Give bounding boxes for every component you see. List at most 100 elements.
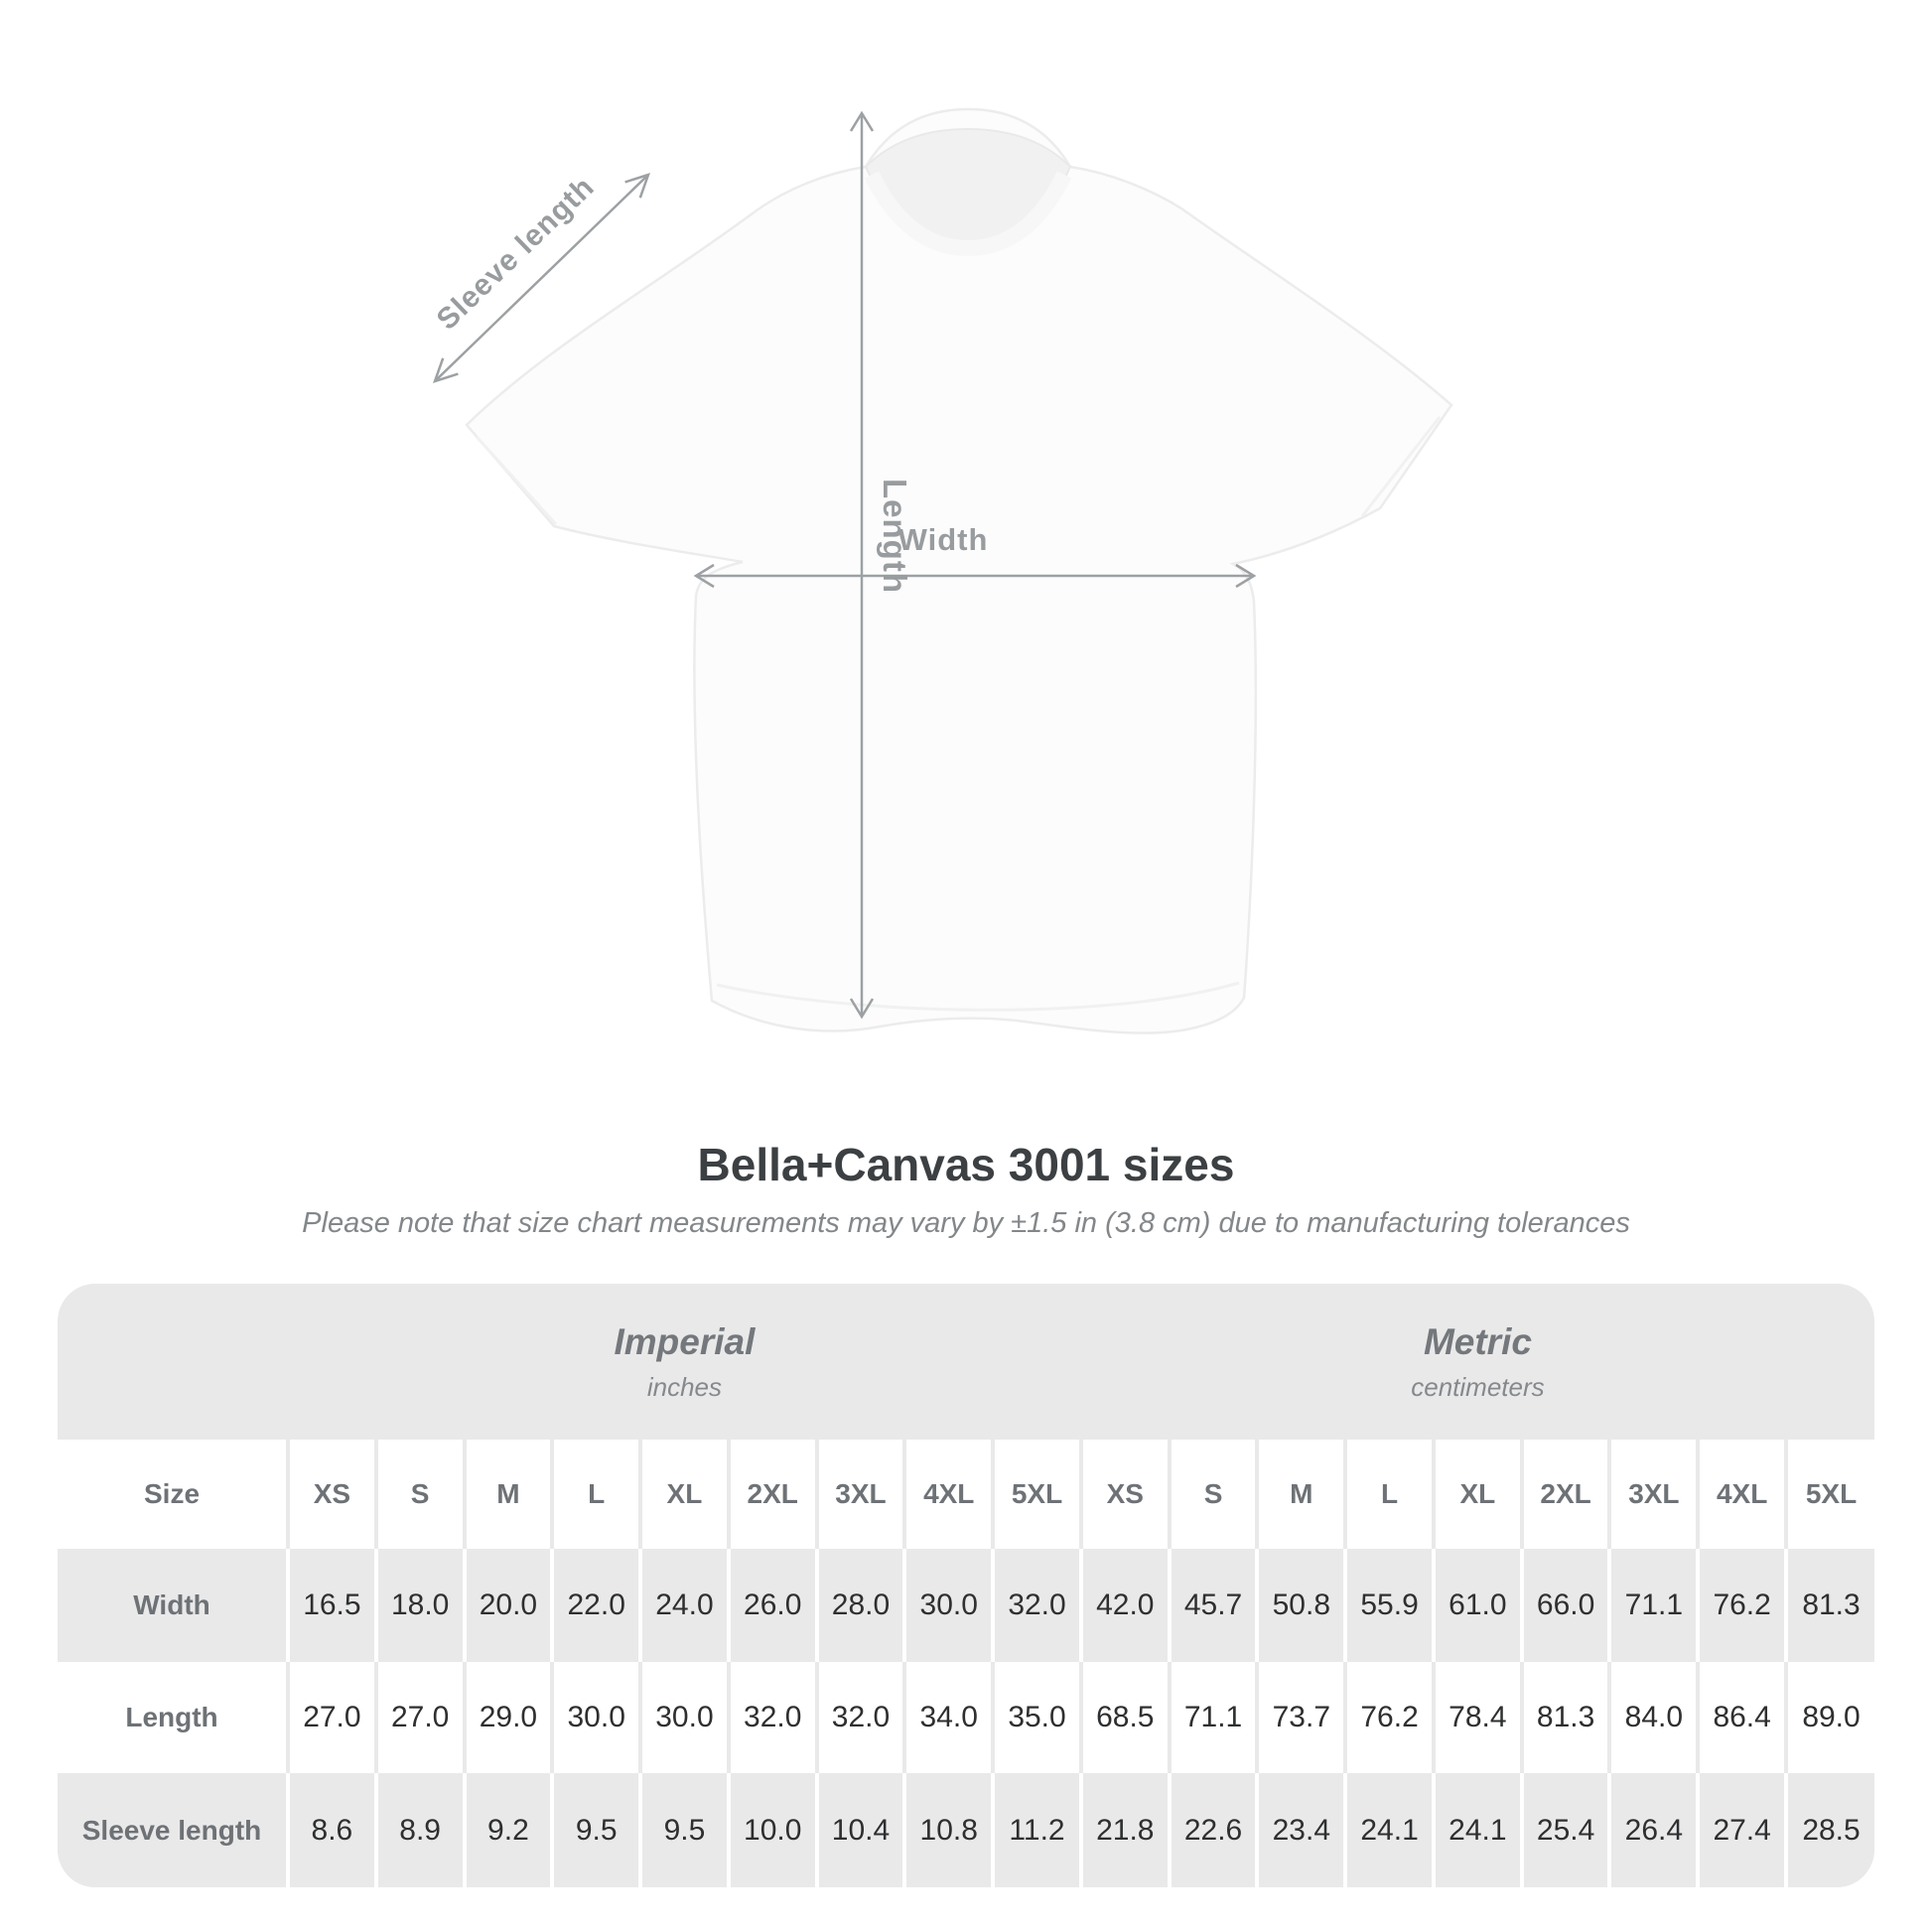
value-cell: 25.4 bbox=[1519, 1773, 1610, 1887]
size-col-header: Size bbox=[58, 1440, 288, 1549]
table-row-width: Width 16.5 18.0 20.0 22.0 24.0 26.0 28.0… bbox=[58, 1549, 1874, 1662]
value-cell: 23.4 bbox=[1255, 1773, 1346, 1887]
col-header: M bbox=[1255, 1440, 1346, 1549]
value-cell: 76.2 bbox=[1696, 1549, 1787, 1662]
table-row-sleeve-length: Sleeve length 8.6 8.9 9.2 9.5 9.5 10.0 1… bbox=[58, 1773, 1874, 1887]
collar-ribbing bbox=[864, 171, 1072, 257]
value-cell: 73.7 bbox=[1255, 1662, 1346, 1773]
tshirt-body bbox=[465, 107, 1453, 1035]
col-header: 2XL bbox=[1519, 1440, 1610, 1549]
value-cell: 9.2 bbox=[462, 1773, 553, 1887]
value-cell: 21.8 bbox=[1078, 1773, 1170, 1887]
value-cell: 10.0 bbox=[726, 1773, 817, 1887]
col-header: M bbox=[462, 1440, 553, 1549]
col-header: 4XL bbox=[902, 1440, 994, 1549]
value-cell: 9.5 bbox=[638, 1773, 729, 1887]
unit-row-spacer bbox=[58, 1284, 288, 1440]
value-cell: 71.1 bbox=[1167, 1662, 1258, 1773]
value-cell: 9.5 bbox=[550, 1773, 641, 1887]
value-cell: 10.8 bbox=[902, 1773, 994, 1887]
value-cell: 30.0 bbox=[638, 1662, 729, 1773]
value-cell: 35.0 bbox=[991, 1662, 1081, 1773]
value-cell: 27.0 bbox=[286, 1662, 376, 1773]
sleeve-arrow-line bbox=[434, 174, 649, 382]
col-header: L bbox=[1343, 1440, 1434, 1549]
value-cell: 89.0 bbox=[1784, 1662, 1874, 1773]
value-cell: 30.0 bbox=[550, 1662, 641, 1773]
size-header-row: Size XS S M L XL 2XL 3XL 4XL 5XL XS S M … bbox=[58, 1440, 1874, 1549]
row-label: Length bbox=[58, 1662, 288, 1773]
value-cell: 20.0 bbox=[462, 1549, 553, 1662]
imperial-header: Imperial inches bbox=[288, 1284, 1081, 1440]
value-cell: 18.0 bbox=[373, 1549, 465, 1662]
measurement-arrows bbox=[432, 110, 1257, 1020]
right-cuff-fold bbox=[1360, 416, 1442, 517]
col-header: XL bbox=[1431, 1440, 1522, 1549]
row-label: Sleeve length bbox=[58, 1773, 288, 1887]
value-cell: 27.4 bbox=[1696, 1773, 1787, 1887]
value-cell: 32.0 bbox=[991, 1549, 1081, 1662]
value-cell: 8.6 bbox=[286, 1773, 376, 1887]
col-header: L bbox=[550, 1440, 641, 1549]
value-cell: 45.7 bbox=[1167, 1549, 1258, 1662]
value-cell: 42.0 bbox=[1078, 1549, 1170, 1662]
value-cell: 68.5 bbox=[1078, 1662, 1170, 1773]
value-cell: 28.0 bbox=[814, 1549, 905, 1662]
value-cell: 24.1 bbox=[1343, 1773, 1434, 1887]
length-arrowhead-bottom bbox=[849, 998, 875, 1020]
value-cell: 16.5 bbox=[286, 1549, 376, 1662]
unit-header-row: Imperial inches Metric centimeters bbox=[58, 1284, 1874, 1440]
tshirt-illustration bbox=[465, 107, 1453, 1035]
value-cell: 26.4 bbox=[1607, 1773, 1699, 1887]
length-arrowhead-top bbox=[849, 110, 875, 132]
metric-header: Metric centimeters bbox=[1081, 1284, 1874, 1440]
value-cell: 26.0 bbox=[726, 1549, 817, 1662]
metric-title: Metric bbox=[1423, 1320, 1532, 1362]
col-header: 3XL bbox=[814, 1440, 905, 1549]
col-header: S bbox=[373, 1440, 465, 1549]
metric-unit: centimeters bbox=[1411, 1371, 1545, 1402]
value-cell: 32.0 bbox=[726, 1662, 817, 1773]
col-header: XS bbox=[286, 1440, 376, 1549]
page-title: Bella+Canvas 3001 sizes bbox=[697, 1139, 1235, 1190]
col-header: 5XL bbox=[991, 1440, 1081, 1549]
value-cell: 86.4 bbox=[1696, 1662, 1787, 1773]
size-table-card: Imperial inches Metric centimeters Size … bbox=[58, 1284, 1874, 1887]
value-cell: 28.5 bbox=[1784, 1773, 1874, 1887]
value-cell: 11.2 bbox=[991, 1773, 1081, 1887]
sleeve-length-label: Sleeve length bbox=[431, 171, 601, 337]
value-cell: 22.0 bbox=[550, 1549, 641, 1662]
value-cell: 29.0 bbox=[462, 1662, 553, 1773]
subtitle: Please note that size chart measurements… bbox=[302, 1207, 1630, 1239]
value-cell: 61.0 bbox=[1431, 1549, 1522, 1662]
value-cell: 71.1 bbox=[1607, 1549, 1699, 1662]
size-table: Imperial inches Metric centimeters Size … bbox=[58, 1284, 1874, 1887]
width-arrowhead-right bbox=[1235, 563, 1257, 589]
value-cell: 32.0 bbox=[814, 1662, 905, 1773]
imperial-title: Imperial bbox=[614, 1320, 756, 1362]
col-header: 5XL bbox=[1784, 1440, 1874, 1549]
value-cell: 24.1 bbox=[1431, 1773, 1522, 1887]
width-arrowhead-left bbox=[693, 563, 715, 589]
value-cell: 22.6 bbox=[1167, 1773, 1258, 1887]
value-cell: 24.0 bbox=[638, 1549, 729, 1662]
col-header: S bbox=[1167, 1440, 1258, 1549]
row-label: Width bbox=[58, 1549, 288, 1662]
imperial-unit: inches bbox=[646, 1371, 723, 1402]
left-cuff-fold bbox=[475, 435, 558, 526]
value-cell: 81.3 bbox=[1784, 1549, 1874, 1662]
length-label: Length bbox=[877, 479, 913, 594]
tshirt-diagram: Sleeve length Length Width bbox=[431, 107, 1453, 1035]
col-header: 2XL bbox=[726, 1440, 817, 1549]
value-cell: 84.0 bbox=[1607, 1662, 1699, 1773]
value-cell: 50.8 bbox=[1255, 1549, 1346, 1662]
value-cell: 81.3 bbox=[1519, 1662, 1610, 1773]
value-cell: 76.2 bbox=[1343, 1662, 1434, 1773]
value-cell: 30.0 bbox=[902, 1549, 994, 1662]
sleeve-arrowhead-bottom bbox=[432, 357, 459, 383]
col-header: XS bbox=[1078, 1440, 1170, 1549]
col-header: 3XL bbox=[1607, 1440, 1699, 1549]
value-cell: 78.4 bbox=[1431, 1662, 1522, 1773]
col-header: 4XL bbox=[1696, 1440, 1787, 1549]
